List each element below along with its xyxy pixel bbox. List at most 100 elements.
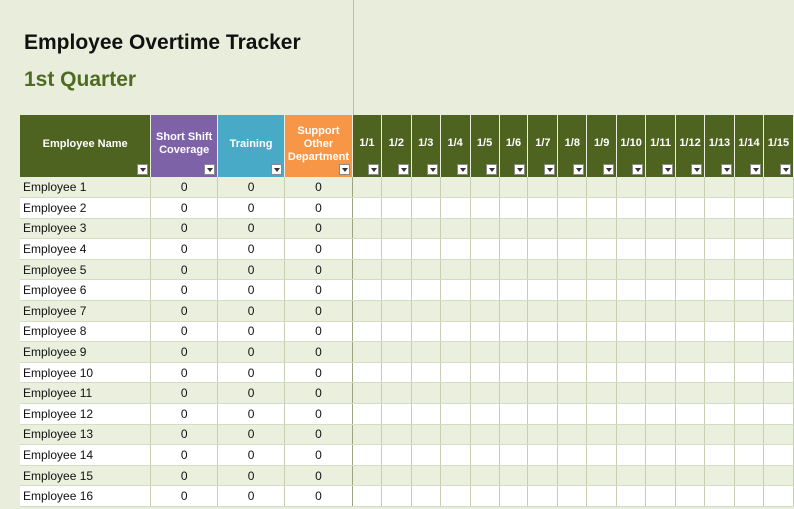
date-cell[interactable]: [586, 424, 618, 446]
date-cell[interactable]: [704, 485, 735, 507]
date-cell[interactable]: [499, 424, 529, 446]
date-cell[interactable]: [352, 341, 382, 363]
date-cell[interactable]: [557, 403, 588, 425]
short-shift-cell[interactable]: 0: [150, 279, 219, 302]
filter-dropdown-icon[interactable]: [544, 164, 556, 175]
training-cell[interactable]: 0: [217, 259, 285, 281]
date-cell[interactable]: [557, 279, 588, 302]
date-cell[interactable]: [616, 259, 647, 281]
date-cell[interactable]: [470, 382, 500, 405]
filter-dropdown-icon[interactable]: [270, 164, 282, 175]
date-cell[interactable]: [675, 259, 705, 281]
name-cell[interactable]: Employee 2: [20, 197, 152, 219]
name-cell[interactable]: Employee 4: [20, 238, 152, 260]
date-cell[interactable]: [381, 382, 412, 405]
support-cell[interactable]: 0: [284, 341, 353, 363]
date-cell[interactable]: [763, 259, 794, 281]
date-cell[interactable]: [734, 197, 764, 219]
date-cell[interactable]: [645, 382, 677, 405]
date-cell[interactable]: [352, 485, 382, 507]
short-shift-cell[interactable]: 0: [150, 321, 219, 343]
date-cell[interactable]: [586, 300, 618, 322]
filter-dropdown-icon[interactable]: [485, 164, 497, 175]
date-cell[interactable]: [411, 197, 441, 219]
date-cell[interactable]: [675, 403, 705, 425]
date-cell[interactable]: [381, 424, 412, 446]
date-cell[interactable]: [470, 424, 500, 446]
date-cell[interactable]: [704, 300, 735, 322]
date-cell[interactable]: [411, 279, 441, 302]
date-cell[interactable]: [499, 300, 529, 322]
support-cell[interactable]: 0: [284, 218, 353, 240]
date-cell[interactable]: [675, 341, 705, 363]
date-cell[interactable]: [352, 362, 382, 384]
date-cell[interactable]: [352, 382, 382, 405]
filter-dropdown-icon[interactable]: [632, 164, 644, 175]
date-cell[interactable]: [527, 403, 559, 425]
date-cell[interactable]: [499, 403, 529, 425]
date-cell[interactable]: [616, 485, 647, 507]
date-cell[interactable]: [645, 300, 677, 322]
short-shift-cell[interactable]: 0: [150, 197, 219, 219]
date-cell[interactable]: [645, 177, 677, 199]
date-cell[interactable]: [381, 485, 412, 507]
date-cell[interactable]: [411, 362, 441, 384]
date-cell[interactable]: [734, 465, 764, 487]
date-cell[interactable]: [440, 485, 471, 507]
short-shift-cell[interactable]: 0: [150, 403, 219, 425]
date-cell[interactable]: [470, 485, 500, 507]
filter-dropdown-icon[interactable]: [662, 164, 674, 175]
date-cell[interactable]: [645, 465, 677, 487]
date-cell[interactable]: [470, 279, 500, 302]
date-cell[interactable]: [586, 177, 618, 199]
filter-dropdown-icon[interactable]: [367, 164, 379, 175]
date-cell[interactable]: [616, 177, 647, 199]
date-cell[interactable]: [470, 403, 500, 425]
date-cell[interactable]: [704, 424, 735, 446]
date-cell[interactable]: [381, 259, 412, 281]
training-cell[interactable]: 0: [217, 279, 285, 302]
date-cell[interactable]: [381, 279, 412, 302]
date-cell[interactable]: [586, 362, 618, 384]
date-cell[interactable]: [616, 444, 647, 466]
date-cell[interactable]: [440, 382, 471, 405]
date-cell[interactable]: [704, 238, 735, 260]
training-cell[interactable]: 0: [217, 197, 285, 219]
filter-dropdown-icon[interactable]: [691, 164, 702, 175]
date-cell[interactable]: [734, 321, 764, 343]
date-cell[interactable]: [411, 259, 441, 281]
filter-dropdown-icon[interactable]: [456, 164, 468, 175]
date-cell[interactable]: [734, 403, 764, 425]
date-cell[interactable]: [734, 177, 764, 199]
date-cell[interactable]: [440, 259, 471, 281]
date-cell[interactable]: [616, 424, 647, 446]
date-cell[interactable]: [704, 259, 735, 281]
date-cell[interactable]: [440, 403, 471, 425]
short-shift-cell[interactable]: 0: [150, 177, 219, 199]
date-cell[interactable]: [675, 218, 705, 240]
date-cell[interactable]: [557, 321, 588, 343]
date-cell[interactable]: [440, 444, 471, 466]
filter-dropdown-icon[interactable]: [426, 164, 438, 175]
date-cell[interactable]: [557, 300, 588, 322]
date-cell[interactable]: [763, 444, 794, 466]
support-cell[interactable]: 0: [284, 362, 353, 384]
date-cell[interactable]: [470, 341, 500, 363]
date-cell[interactable]: [352, 444, 382, 466]
date-cell[interactable]: [645, 238, 677, 260]
date-cell[interactable]: [499, 362, 529, 384]
date-cell[interactable]: [557, 177, 588, 199]
date-cell[interactable]: [763, 300, 794, 322]
date-cell[interactable]: [704, 197, 735, 219]
date-cell[interactable]: [734, 218, 764, 240]
date-cell[interactable]: [616, 279, 647, 302]
date-cell[interactable]: [381, 403, 412, 425]
name-cell[interactable]: Employee 14: [20, 444, 152, 466]
date-cell[interactable]: [440, 177, 471, 199]
date-cell[interactable]: [675, 321, 705, 343]
date-cell[interactable]: [411, 403, 441, 425]
date-cell[interactable]: [645, 218, 677, 240]
date-cell[interactable]: [411, 300, 441, 322]
short-shift-cell[interactable]: 0: [150, 485, 219, 507]
training-cell[interactable]: 0: [217, 424, 285, 446]
